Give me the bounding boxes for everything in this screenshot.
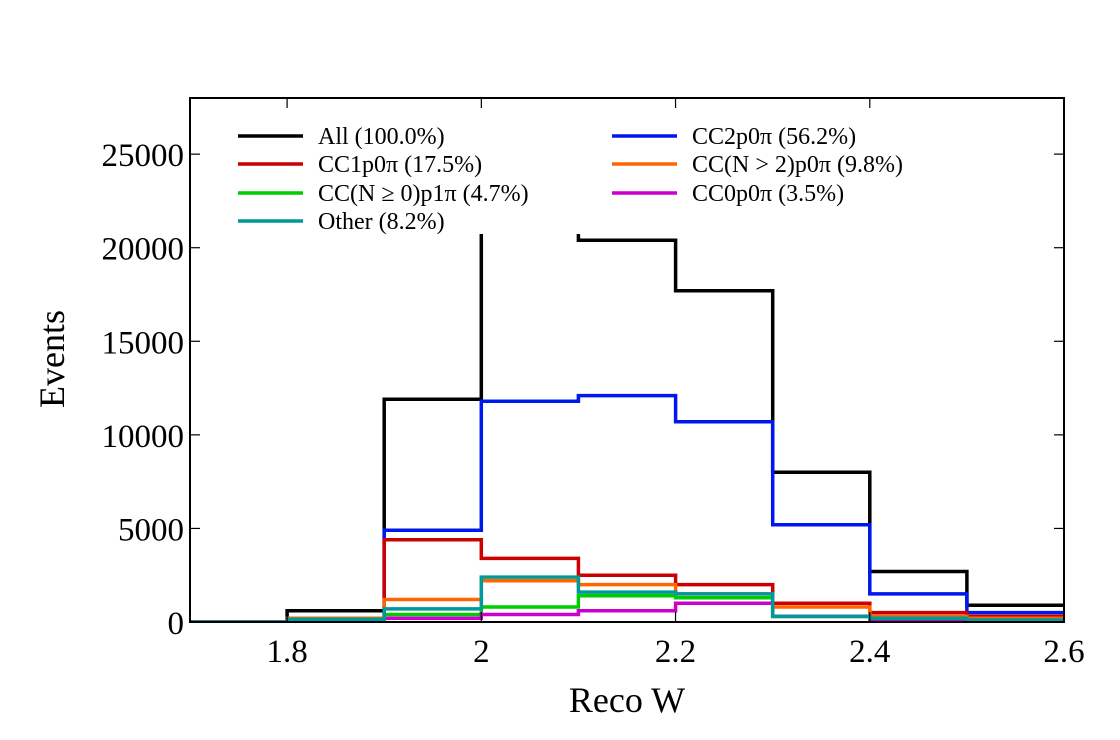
legend-label: CC2p0π (56.2%) <box>692 124 856 150</box>
series-line-6 <box>190 575 1064 622</box>
y-tick-label: 5000 <box>118 512 184 548</box>
series-line-0 <box>190 227 1064 622</box>
x-tick-label: 2 <box>473 634 490 670</box>
legend-label: Other (8.2%) <box>318 209 445 235</box>
legend-label: CC1p0π (17.5%) <box>318 152 482 178</box>
x-tick-label: 2.2 <box>655 634 696 670</box>
x-tick-label: 2.4 <box>849 634 890 670</box>
legend-background <box>230 112 975 234</box>
legend-label: CC(N > 2)p0π (9.8%) <box>692 152 903 178</box>
x-axis-title: Reco W <box>569 680 685 720</box>
y-axis-title: Events <box>32 310 72 408</box>
legend-label: CC0p0π (3.5%) <box>692 181 844 207</box>
x-tick-label: 2.6 <box>1043 634 1084 670</box>
y-tick-label: 10000 <box>102 419 185 455</box>
plot-frame <box>189 97 1065 623</box>
y-tick-label: 15000 <box>102 325 185 361</box>
y-tick-label: 25000 <box>102 138 185 174</box>
legend-label: All (100.0%) <box>318 124 445 150</box>
legend-label: CC(N ≥ 0)p1π (4.7%) <box>318 181 529 207</box>
legend: All (100.0%) CC2p0π (56.2%) CC1p0π (17.5%)… <box>230 112 975 235</box>
ticks-layer: 1.8 2 2.2 2.4 2.6 0 5000 10000 15000 20000 25000 <box>102 98 1085 670</box>
x-tick-label: 1.8 <box>266 634 307 670</box>
y-tick-label: 20000 <box>102 232 185 268</box>
y-tick-label: 0 <box>168 606 185 642</box>
